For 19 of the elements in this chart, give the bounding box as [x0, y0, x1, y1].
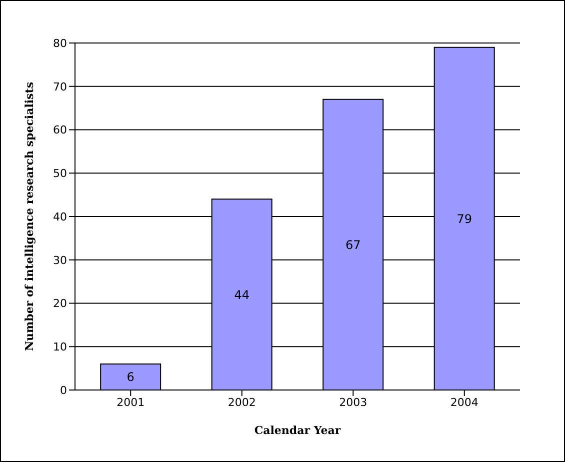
y-tick-label: 10: [53, 340, 67, 354]
data-label: 44: [234, 288, 250, 302]
y-tick-label: 0: [60, 384, 67, 397]
data-label: 79: [456, 212, 472, 226]
data-label: 67: [345, 238, 361, 252]
y-tick-label: 20: [53, 297, 67, 310]
y-axis-title: Number of intelligence research specialists: [22, 82, 36, 352]
x-axis-title: Calendar Year: [254, 424, 341, 437]
y-tick-label: 80: [53, 36, 67, 50]
x-tick-label: 2001: [116, 396, 145, 409]
x-tick-label: 2004: [450, 396, 478, 409]
x-tick-label: 2002: [228, 396, 256, 409]
data-label: 6: [126, 370, 134, 384]
y-tick-label: 30: [53, 254, 67, 267]
y-tick-label: 40: [53, 210, 67, 224]
y-tick-label: 60: [53, 124, 67, 137]
y-tick-label: 50: [53, 167, 67, 180]
x-tick-label: 2003: [339, 396, 368, 409]
y-tick-label: 70: [53, 80, 67, 94]
